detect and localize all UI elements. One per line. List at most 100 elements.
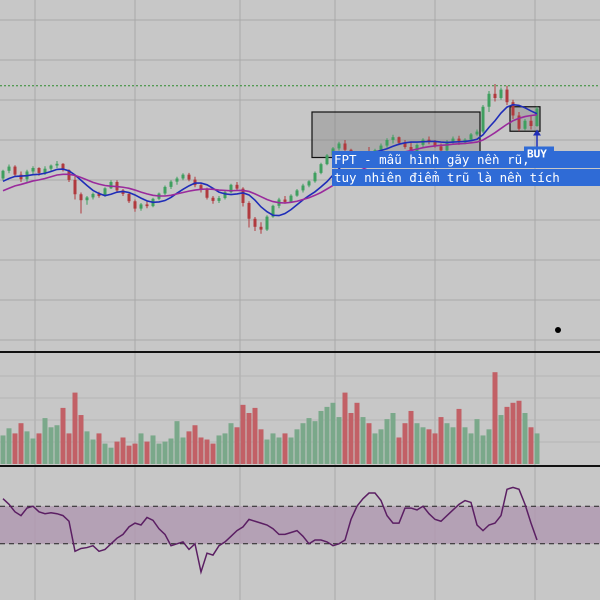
volume-bars <box>0 372 540 464</box>
annotation-text-line: tuy nhiên điểm trũ là nền tích <box>334 170 560 185</box>
volume-bar <box>390 413 396 464</box>
candle <box>73 175 77 200</box>
volume-bar <box>258 429 264 464</box>
volume-bar <box>96 433 102 464</box>
candle-body <box>445 141 449 151</box>
candle-body <box>55 163 59 166</box>
candle <box>535 106 539 127</box>
candle <box>415 143 419 153</box>
volume-bar <box>66 433 72 464</box>
candle <box>169 180 173 189</box>
candle <box>211 196 215 204</box>
volume-bar <box>264 439 270 464</box>
candle <box>121 189 125 196</box>
candle <box>391 134 395 144</box>
volume-bar <box>276 437 282 464</box>
candle <box>181 173 185 181</box>
candle-body <box>517 115 521 129</box>
candle <box>493 84 497 102</box>
candle <box>223 190 227 200</box>
volume-bar <box>462 427 468 464</box>
volume-bar <box>216 435 222 464</box>
candle-body <box>199 185 203 189</box>
volume-bar <box>312 421 318 464</box>
candle <box>517 112 521 132</box>
volume-bar <box>222 433 228 464</box>
candle <box>385 138 389 148</box>
candle-body <box>103 188 107 196</box>
candle-body <box>487 93 491 107</box>
volume-bar <box>0 435 6 464</box>
volume-bar <box>174 421 180 464</box>
candle <box>505 85 509 105</box>
volume-bar <box>438 417 444 464</box>
volume-bar <box>84 431 90 464</box>
candle-body <box>127 193 131 202</box>
candle-body <box>523 120 527 129</box>
volume-bar <box>468 433 474 464</box>
candle <box>337 141 341 151</box>
volume-bar <box>102 443 108 464</box>
volume-bar <box>162 441 168 464</box>
candle <box>13 165 17 177</box>
annotation-highlight <box>332 169 600 186</box>
candle-body <box>343 143 347 150</box>
volume-bar <box>156 443 162 464</box>
candle <box>529 115 533 130</box>
volume-bar <box>180 437 186 464</box>
moving-average-slow <box>2 114 538 204</box>
volume-bar <box>90 439 96 464</box>
candle-body <box>433 141 437 147</box>
candle-body <box>289 195 293 202</box>
volume-bar <box>450 427 456 464</box>
candle <box>481 105 485 133</box>
volume-bar <box>138 433 144 464</box>
candle-body <box>529 120 533 126</box>
volume-bar <box>516 400 522 464</box>
candle-body <box>133 201 137 209</box>
candle <box>109 180 113 189</box>
candle-body <box>223 192 227 199</box>
volume-bar <box>288 437 294 464</box>
volume-bar <box>12 433 18 464</box>
candle <box>49 164 53 172</box>
candle-body <box>253 218 257 227</box>
candle-body <box>37 168 41 173</box>
candle-body <box>211 197 215 201</box>
volume-bar <box>510 402 516 464</box>
volume-bar <box>342 392 348 464</box>
volume-bar <box>330 402 336 464</box>
volume-bar <box>414 423 420 464</box>
annotation-text-line: FPT - mẫu hình gãy nền rũ, <box>334 152 530 167</box>
volume-bar <box>210 443 216 464</box>
candle <box>31 166 35 175</box>
volume-bar <box>132 443 138 464</box>
candle <box>265 215 269 231</box>
volume-bar <box>456 408 462 464</box>
candle-body <box>61 163 65 171</box>
volume-bar <box>396 437 402 464</box>
volume-bar <box>30 438 36 464</box>
candle-body <box>31 168 35 172</box>
candle-body <box>451 138 455 142</box>
candle-body <box>1 170 5 179</box>
candle <box>187 172 191 182</box>
volume-bar <box>234 427 240 464</box>
candle-body <box>229 184 233 193</box>
volume-bar <box>498 415 504 464</box>
candle-body <box>499 89 503 98</box>
volume-bar <box>294 429 300 464</box>
volume-bar <box>534 433 540 464</box>
volume-bar <box>348 413 354 464</box>
oscillator-line <box>2 486 538 575</box>
candle <box>319 162 323 175</box>
candle <box>403 140 407 149</box>
candle-body <box>49 165 53 169</box>
candle-body <box>313 172 317 182</box>
candle-body <box>247 203 251 219</box>
volume-bar <box>504 406 510 464</box>
candle-body <box>469 134 473 140</box>
